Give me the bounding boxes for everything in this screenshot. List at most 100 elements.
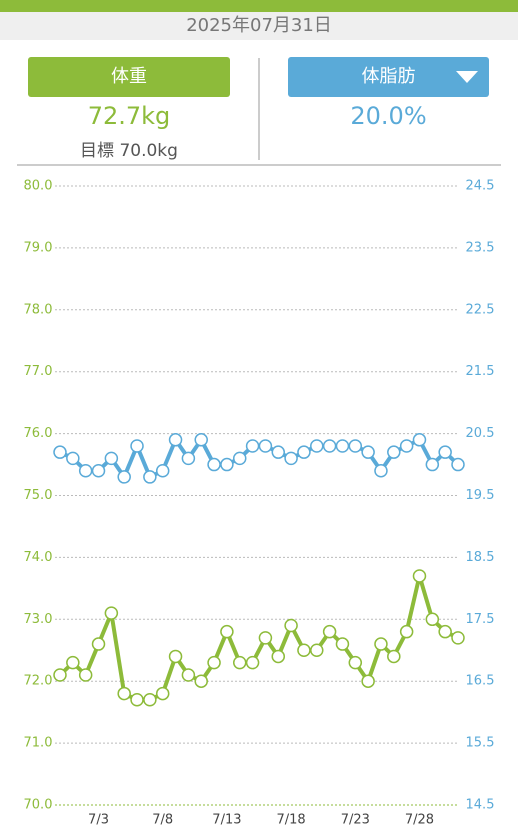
data-point: [271, 649, 286, 664]
data-point: [130, 439, 144, 453]
data-point: [207, 655, 221, 670]
data-point: [438, 445, 452, 459]
data-point: [207, 457, 221, 472]
data-point: [91, 463, 106, 478]
y-tick-label: 75.0: [24, 488, 53, 503]
y2-tick-label: 14.5: [466, 798, 495, 813]
data-point: [387, 649, 401, 664]
data-point: [220, 624, 234, 639]
data-point: [399, 439, 414, 453]
data-point: [361, 445, 375, 459]
y2-tick-label: 22.5: [466, 302, 495, 317]
data-point: [335, 439, 350, 453]
y2-tick-label: 24.5: [466, 179, 495, 194]
data-point: [194, 433, 208, 447]
data-point: [348, 439, 363, 453]
data-point: [155, 463, 170, 478]
y2-tick-label: 15.5: [466, 736, 495, 751]
divider: [258, 58, 260, 160]
weight-tab[interactable]: 体重: [28, 57, 230, 97]
data-point: [310, 439, 324, 453]
data-point: [117, 686, 131, 701]
data-point: [232, 655, 247, 670]
data-point: [130, 693, 144, 707]
data-point: [322, 624, 337, 639]
x-tick-label: 7/13: [212, 813, 241, 828]
data-point: [258, 631, 273, 645]
data-point: [322, 439, 337, 453]
y-tick-label: 78.0: [24, 302, 53, 317]
y-tick-label: 74.0: [24, 550, 53, 565]
data-point: [194, 674, 208, 688]
top-bar: [0, 0, 518, 12]
y2-tick-label: 23.5: [466, 240, 495, 255]
data-point: [310, 643, 324, 657]
date: 2025年07月31日: [0, 12, 518, 40]
data-point: [361, 674, 375, 688]
data-point: [451, 631, 465, 645]
data-point: [78, 668, 93, 682]
fat-tab-label: 体脂肪: [361, 66, 416, 87]
fat-tab[interactable]: 体脂肪: [288, 57, 489, 97]
data-point: [271, 445, 286, 459]
data-point: [425, 612, 440, 627]
data-point: [104, 451, 119, 466]
x-tick-label: 7/18: [276, 813, 305, 828]
data-point: [297, 643, 311, 657]
data-point: [66, 451, 80, 466]
data-point: [399, 624, 414, 639]
data-point: [143, 693, 157, 707]
data-point: [412, 433, 427, 447]
data-point: [438, 624, 452, 639]
data-point: [284, 451, 298, 466]
data-point: [451, 457, 465, 472]
data-point: [245, 439, 260, 453]
y-tick-label: 77.0: [24, 364, 53, 379]
y2-tick-label: 17.5: [466, 612, 495, 627]
data-point: [53, 445, 67, 459]
y2-tick-label: 21.5: [466, 364, 495, 379]
data-point: [335, 637, 350, 651]
dropdown-icon: [456, 71, 478, 83]
data-point: [374, 463, 388, 478]
data-point: [412, 569, 427, 583]
data-point: [53, 668, 67, 682]
x-tick-label: 7/28: [405, 813, 434, 828]
x-tick-label: 7/3: [88, 813, 109, 828]
separator: [17, 164, 501, 166]
data-point: [78, 463, 93, 478]
y-tick-label: 71.0: [24, 736, 53, 751]
y-tick-label: 79.0: [24, 240, 53, 255]
data-point: [220, 457, 234, 472]
data-point: [104, 606, 119, 620]
data-point: [245, 655, 260, 670]
fat-value: 20.0%: [350, 102, 427, 130]
data-point: [425, 457, 440, 472]
y-tick-label: 73.0: [24, 612, 53, 627]
y-tick-label: 80.0: [24, 179, 53, 194]
data-point: [297, 445, 311, 459]
x-tick-label: 7/23: [341, 813, 370, 828]
data-point: [348, 655, 363, 670]
data-point: [117, 470, 131, 484]
data-point: [66, 655, 80, 670]
weight-target: 目標 70.0kg: [80, 141, 178, 161]
data-point: [91, 637, 106, 651]
data-point: [181, 451, 196, 466]
y-tick-label: 72.0: [24, 674, 53, 689]
data-point: [168, 649, 183, 664]
weight-value: 72.7kg: [87, 102, 171, 130]
y2-tick-label: 16.5: [466, 674, 495, 689]
data-point: [143, 470, 157, 484]
data-point: [168, 433, 183, 447]
y2-tick-label: 20.5: [466, 426, 495, 441]
data-point: [181, 668, 196, 682]
data-point: [258, 439, 273, 453]
y-tick-label: 76.0: [24, 426, 53, 441]
y-tick-label: 70.0: [24, 798, 53, 813]
x-tick-label: 7/8: [152, 813, 173, 828]
y2-tick-label: 18.5: [466, 550, 495, 565]
data-point: [374, 637, 388, 651]
